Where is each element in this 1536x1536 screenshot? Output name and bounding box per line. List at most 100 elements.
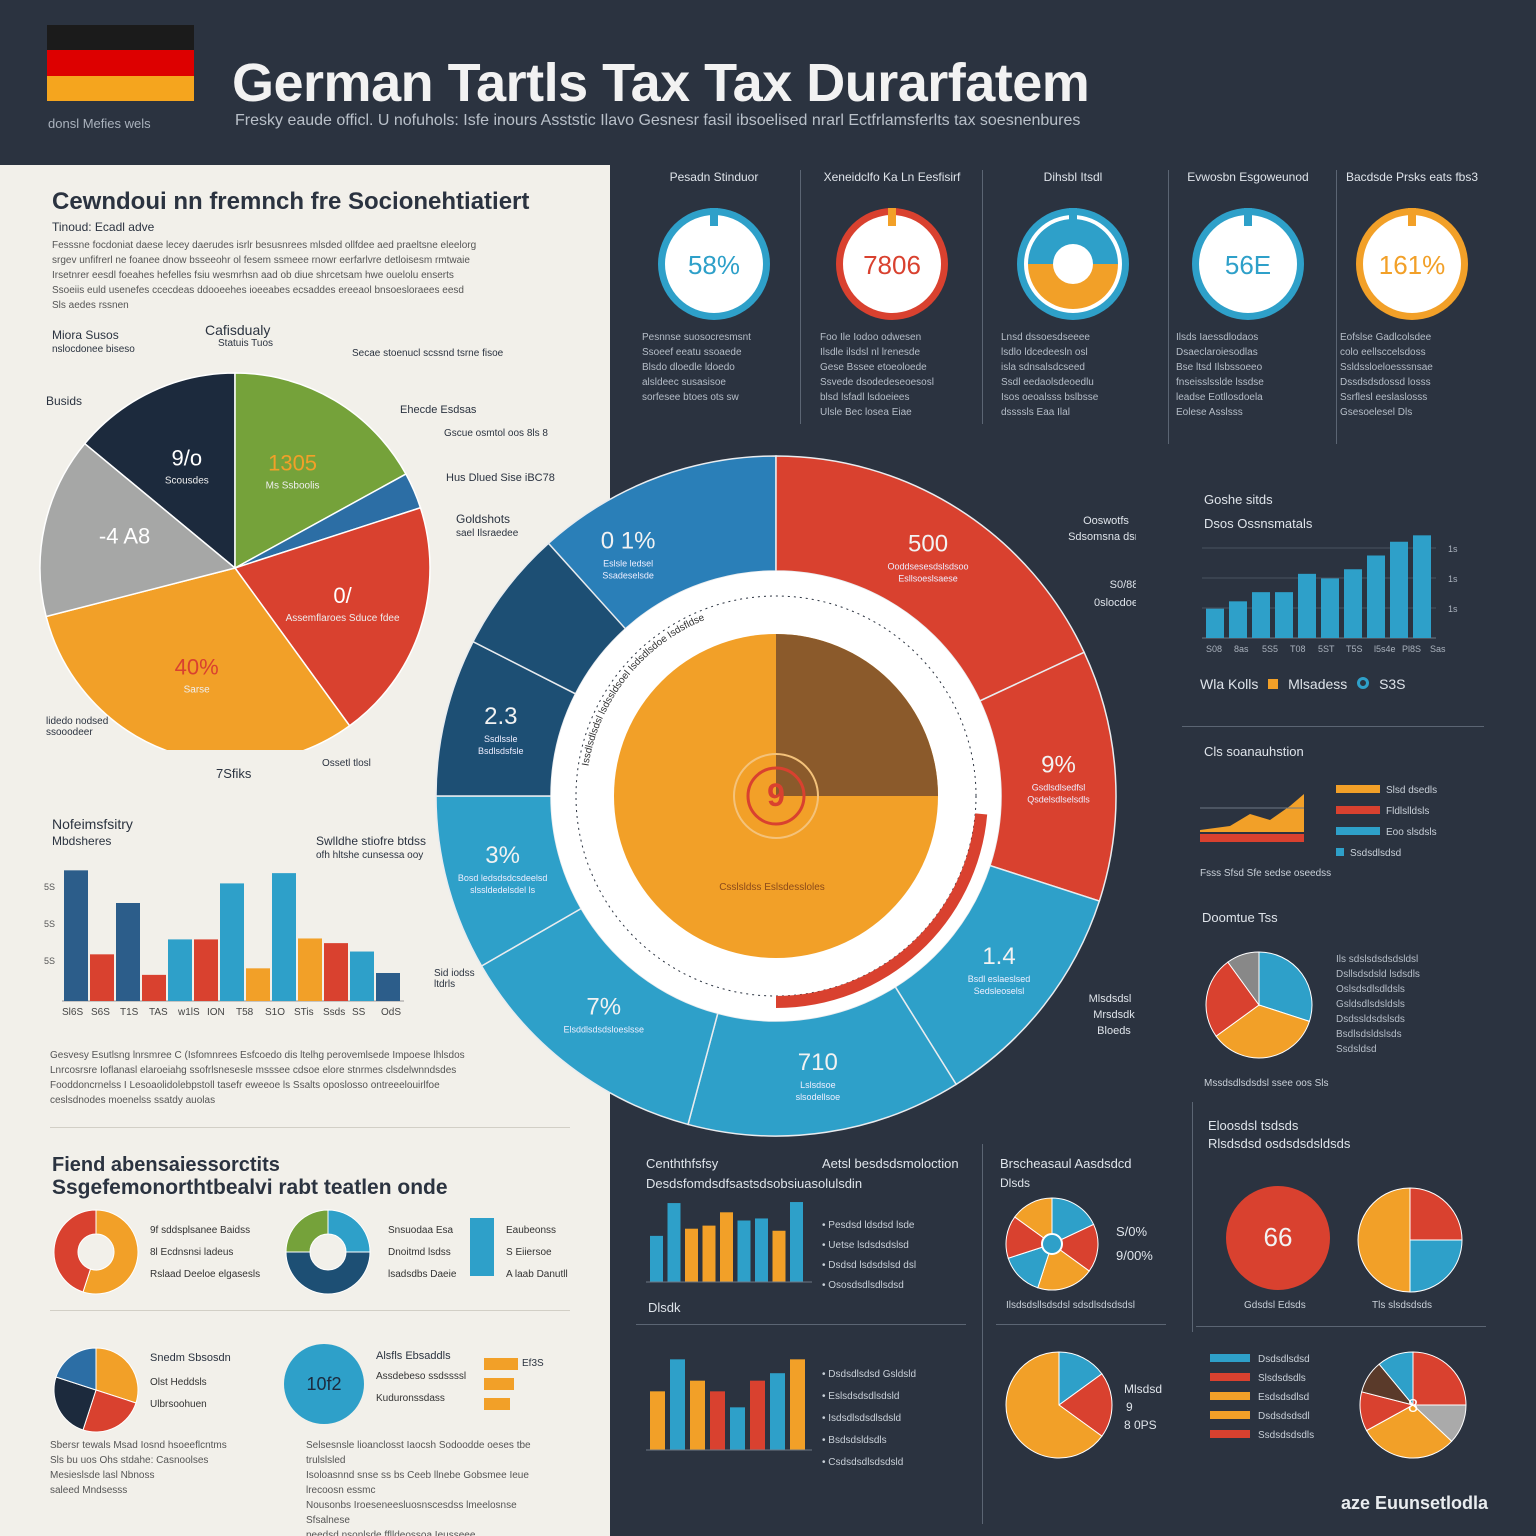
wheel-core-wedge: [776, 634, 938, 796]
kpi-value: 7806: [863, 250, 921, 280]
bar: [667, 1203, 681, 1282]
pie-slice: [55, 1347, 97, 1391]
divider: [50, 1310, 570, 1311]
legend-item: Eoo slsdsls: [1386, 827, 1437, 838]
bar: [1367, 555, 1385, 638]
pie-slice: [1058, 1373, 1113, 1437]
category-label: T58: [236, 1007, 254, 1018]
mini-legend: Snsuodaa Esa Dnoitmd lsdss lsadsdbs Daei…: [388, 1220, 456, 1286]
wheel-callout: 0slocdoe: [1094, 597, 1136, 609]
axis-tick: 1s: [1448, 574, 1458, 584]
pie-slice: [83, 372, 236, 570]
foot-line: Selsesnsle lioanclosst Iaocsh Sodoodde o…: [306, 1440, 531, 1466]
kpi-line: dssssls Eaa Ilal: [1001, 407, 1070, 418]
wheel-label: Gsdlsdlsedfsl: [1032, 783, 1086, 793]
bm-list: • Dsdsdlsdsd Gsldsld • Eslsdsdsdlsdsld •…: [822, 1369, 917, 1468]
bar: [750, 1380, 765, 1450]
br-title: Eloosdsl tsdsds: [1208, 1118, 1299, 1133]
kpi-description: Pesnnse suosocresmsnt Ssoeef eeatu ssoaed…: [642, 330, 792, 405]
foot-line: Sbersr tewals Msad Iosnd hsoeeflcntms: [50, 1440, 227, 1451]
list-item: Uetse lsdsdsdslsd: [828, 1240, 909, 1251]
kpi-inner: [1203, 219, 1293, 309]
area-series: [1200, 794, 1304, 832]
kpi-line: Isos oeoalsss bslbsse: [1001, 392, 1099, 403]
mini-legend: Eaubeonss S Eiiersoe A laab Danutll: [506, 1220, 568, 1286]
legend-item: Slsdsdsdls: [1258, 1373, 1306, 1384]
bar: [1413, 535, 1431, 638]
big-circle: [1226, 1186, 1330, 1290]
pie-slice: [1014, 1197, 1053, 1245]
mini-donut-chart: [285, 1209, 371, 1295]
bars-subtitle: Mbdsheres: [52, 834, 112, 848]
bar: [246, 968, 270, 1001]
kpi-line: Ulsle Bec losea Eiae: [820, 407, 912, 418]
divider: [636, 1324, 966, 1325]
mini-legend: 9f sddsplsanee Baidss 8l Ecdnsnsi ladeus…: [150, 1220, 260, 1286]
foot-line: Isoloasnnd snse ss bs Ceeb llnebe Gobsme…: [306, 1470, 529, 1496]
bm-axis: Dlsdk: [648, 1300, 681, 1315]
bar: [790, 1359, 805, 1450]
category-label: 8as: [1234, 644, 1249, 654]
donut-slice: [82, 1209, 139, 1295]
bar: [90, 954, 114, 1001]
bar: [685, 1228, 698, 1282]
kpi-line: Ssvede dsodedeseoesosl: [820, 377, 934, 388]
bar: [194, 939, 218, 1001]
category-label: OdS: [381, 1007, 401, 1018]
foot-line: saleed Mndsesss: [50, 1485, 128, 1496]
divider: [996, 1324, 1166, 1325]
wheel-callout: Sdsomsna dsrs: [1068, 531, 1136, 543]
mini-circle-value: 10f2: [306, 1374, 342, 1394]
br-legend: Dsdsdlsdsd Slsdsdsdls Esdsdsdlsd Dsdsdsd…: [1210, 1350, 1314, 1445]
kpi-line: lsdlo ldcedeesln osl: [1001, 347, 1088, 358]
list-item: Ososdsdlsdlsdsd: [828, 1280, 904, 1291]
bar: [790, 1202, 803, 1282]
bm-title: Aetsl besdsdsmoloction: [822, 1156, 959, 1171]
pie-slice: [1227, 951, 1260, 1007]
pie-label: 8 0PS: [1124, 1418, 1157, 1432]
wheel-label: Ooddsesesdslsdsoo: [888, 561, 969, 571]
foot-text: Sbersr tewals Msad Iosnd hsoeeflcntms Sl…: [50, 1438, 290, 1498]
mini-title: Alsfls Ebsaddls: [376, 1350, 451, 1362]
pie-slice: [1215, 1004, 1311, 1059]
pie-label: Hus Dlued Sise iBC78: [446, 472, 555, 484]
category-label: S6S: [91, 1007, 110, 1018]
kpi-title: Dihsbl Itsdl: [1043, 170, 1103, 184]
bar: [1321, 578, 1339, 638]
pie-slice: [1258, 951, 1313, 1023]
wheel-callout: Mrsdsdk: [1093, 1009, 1135, 1021]
desc-line: Gesvesy Esutlsng lnrsmree C (Isfomnrees …: [50, 1050, 465, 1061]
pie-slice: [39, 442, 237, 618]
list-item: Bsdsdsldsdls: [828, 1435, 887, 1446]
right-pie-caption: Mssdsdlsdsdsl ssee oos Sls: [1204, 1078, 1329, 1089]
area-chart: [1200, 794, 1304, 842]
page-title: German Tartls Tax Tax Durarfatem: [232, 53, 1090, 113]
pie-slice: [234, 372, 407, 570]
divider: [1182, 726, 1484, 727]
central-wheel-chart: 0 1% Eslsle ledsel Ssadeselsde 500 Ooddseses…: [435, 455, 1136, 1137]
kpi-divider: [800, 170, 801, 424]
divider: [982, 1144, 983, 1524]
kpi-line: Ssldssloeloesssnsae: [1340, 362, 1433, 373]
kpi-description: Foo Ile Iodoo odwesen Ilsdle ilsdsl nl lr…: [820, 330, 970, 420]
bar: [1275, 592, 1293, 638]
kpi-inner: [847, 219, 937, 309]
foot-line: Nousonbs Iroeseneesluosnscesdss lmeelosn…: [306, 1500, 517, 1526]
left-subheading: Tinoud: Ecadl adve: [52, 220, 155, 234]
mini-label: Ef3S: [522, 1358, 544, 1369]
wheel-sublabel: Bsdlsdsfsle: [478, 746, 524, 756]
kpi-gauge: 161%: [1356, 208, 1468, 320]
bar: [168, 939, 192, 1001]
br-pie-chart: [1357, 1187, 1463, 1293]
german-flag-icon: [47, 25, 194, 101]
donut-slice: [327, 1209, 371, 1253]
text-line: Ils sdslsdsdsdsldsl: [1336, 954, 1419, 965]
pie-slice: [1357, 1187, 1411, 1293]
kpi-line: Ssdl eedaolsdeoedlu: [1001, 377, 1094, 388]
bm-pies-subtitle: Dlsds: [1000, 1176, 1031, 1190]
divider: [50, 1127, 570, 1128]
right-pie-chart: [1205, 951, 1313, 1059]
bar: [650, 1391, 665, 1450]
pie-label: Busids: [46, 394, 83, 408]
wheel-label: Bosd ledsdsdcsdeelsd: [458, 873, 548, 883]
